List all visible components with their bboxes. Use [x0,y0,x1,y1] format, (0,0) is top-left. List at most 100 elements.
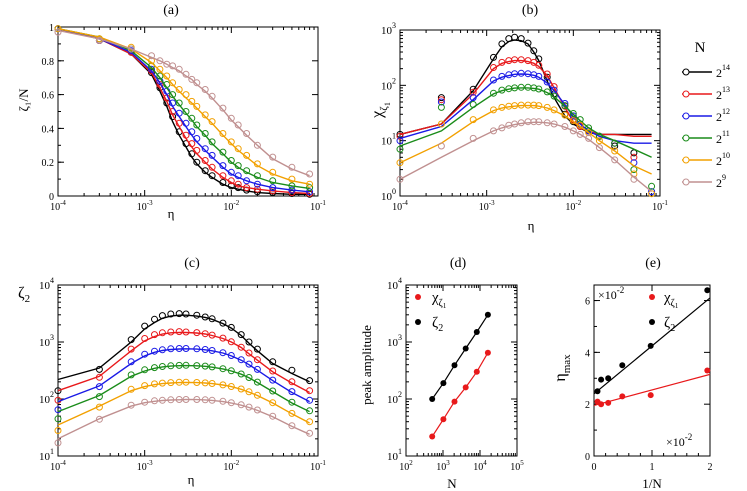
data-point-2-11 [167,362,175,370]
data-point-2-12 [437,98,445,106]
data-point-2-13 [141,335,149,342]
data-point-2-14 [511,33,519,41]
x-tick-label: 10-3 [479,199,495,213]
data-point-2-11 [269,387,277,395]
data-point-2-14 [193,311,201,319]
data-point-2-14 [269,358,277,366]
panel-d-title: (d) [450,256,467,271]
x-tick-label: 10-4 [392,199,408,213]
panel-d-frame [405,284,518,457]
data-point-2-12 [535,72,543,80]
data-point-2-12 [193,345,201,353]
data-point [473,368,480,375]
x-multiplier: ×10-2 [666,432,692,449]
data-point-2-13 [127,345,135,353]
data-point-2-10 [253,160,261,168]
data-point-2-10 [227,383,235,390]
data-point-2-11 [288,182,296,190]
data-point-2-12 [148,65,155,73]
legend-marker [682,68,690,76]
data-point-2-12 [151,347,158,355]
data-point-2-14 [517,35,525,43]
data-point-2-12 [306,188,314,196]
data-point-2-14 [95,365,103,373]
data-point-2-14 [175,310,183,318]
data-point-2-12 [396,137,404,145]
data-point-2-10 [175,86,183,93]
y-tick-label: 101 [387,447,402,463]
y-tick-label: 100 [381,187,396,203]
data-point-2-12 [469,94,477,102]
y-tick-label: 0.8 [42,57,55,68]
panel-c-frame [57,284,319,457]
data-point-2-14 [524,39,532,47]
x-tick-label: 0 [592,462,597,473]
panel-a-plot: 10-4 10-3 10-2 10-1 0 0.2 0.4 0.6 0.8 1 [42,23,327,213]
x-tick-label: 10-1 [652,199,668,213]
data-point-2-12 [288,186,296,194]
x-tick-label: 10-2 [565,199,581,213]
data-point-2-13 [208,163,216,171]
data-point [605,375,612,382]
data-point-2-14 [201,313,209,321]
data-point-2-9 [543,119,551,127]
data-point [440,416,447,423]
data-point-2-12 [175,109,183,117]
data-point-2-12 [569,112,577,120]
data-point-2-9 [95,37,103,44]
data-point [440,380,447,387]
data-point-2-11 [219,365,227,373]
data-point-2-9 [227,114,235,122]
y-tick-label: 102 [381,76,396,92]
data-point-2-12 [648,188,656,196]
data-point-2-10 [193,379,201,386]
data-point-2-10 [156,65,164,73]
data-point-2-10 [550,106,558,114]
data-point-2-14 [288,366,296,374]
legend-entry-label: 214 [716,63,730,80]
data-point-2-11 [611,139,619,147]
data-point-2-11 [490,89,497,97]
data-point-2-14 [245,338,253,346]
data-point-2-9 [219,104,227,112]
data-point-2-9 [54,439,62,447]
data-point-2-9 [253,406,261,414]
data-point-2-11 [469,101,477,108]
data-point-2-12 [188,128,196,136]
data-point-2-10 [437,120,445,128]
data-point-2-12 [95,383,103,391]
legend-label: ζ2 [432,315,443,334]
data-point-2-12 [182,119,190,127]
panel-d-xlabel: N [447,476,457,491]
y-tick-label: 0.4 [42,124,55,135]
data-point-2-12 [237,356,245,364]
series-line-2-9 [57,398,310,440]
data-point-2-13 [95,373,103,381]
panel-b-plot: 10-4 10-3 10-2 10-1 100 101 102 103 [381,21,668,213]
data-point-2-14 [188,150,196,158]
data-point-2-9 [193,79,201,87]
x-tick-label: 1 [650,462,655,473]
series-line-2-10 [57,381,310,426]
data-point-2-10 [245,388,253,396]
data-point-2-12 [227,352,235,359]
data-point-2-9 [227,399,235,407]
data-point-2-11 [227,367,235,375]
data-point-2-9 [498,124,506,132]
data-point-2-9 [269,153,277,161]
data-point-2-10 [169,79,177,87]
data-point-2-9 [151,397,158,405]
data-point-2-11 [253,378,261,386]
data-point-2-11 [208,138,216,146]
data-point-2-13 [158,329,166,337]
data-point-2-10 [269,399,277,407]
data-point-2-13 [517,56,525,64]
data-point-2-9 [237,401,245,409]
data-point-2-9 [469,134,477,142]
data-point-2-10 [219,381,227,389]
y-tick-label: 104 [387,276,402,292]
data-point-2-13 [511,56,519,64]
data-point-2-13 [219,334,227,342]
